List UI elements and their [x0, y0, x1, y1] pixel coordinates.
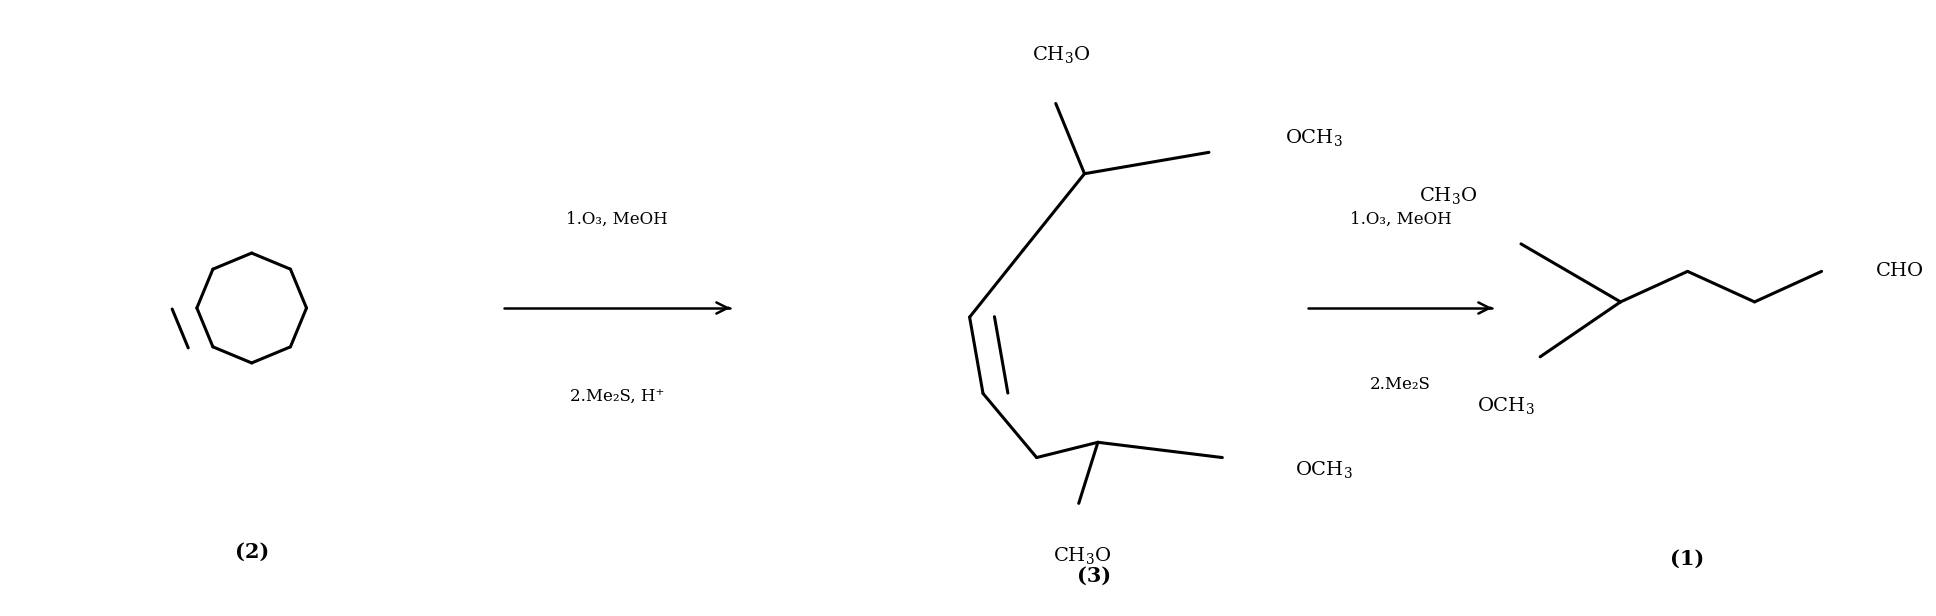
Text: 2.Me₂S: 2.Me₂S: [1371, 376, 1431, 393]
Text: 2.Me₂S, H⁺: 2.Me₂S, H⁺: [571, 388, 664, 405]
Text: 1.O₃, MeOH: 1.O₃, MeOH: [1349, 211, 1452, 228]
Text: (2): (2): [234, 542, 269, 562]
Text: 1.O₃, MeOH: 1.O₃, MeOH: [567, 211, 668, 228]
Text: $\mathregular{CH_3O}$: $\mathregular{CH_3O}$: [1053, 545, 1111, 565]
Text: $\mathregular{CH_3O}$: $\mathregular{CH_3O}$: [1419, 185, 1477, 206]
Text: $\mathregular{OCH_3}$: $\mathregular{OCH_3}$: [1295, 460, 1353, 480]
Text: $\mathregular{CH_3O}$: $\mathregular{CH_3O}$: [1032, 44, 1090, 65]
Text: (1): (1): [1671, 548, 1706, 569]
Text: $\mathregular{OCH_3}$: $\mathregular{OCH_3}$: [1286, 126, 1344, 148]
Text: (3): (3): [1076, 565, 1111, 585]
Text: $\mathregular{CHO}$: $\mathregular{CHO}$: [1876, 262, 1924, 280]
Text: $\mathregular{OCH_3}$: $\mathregular{OCH_3}$: [1477, 395, 1535, 416]
